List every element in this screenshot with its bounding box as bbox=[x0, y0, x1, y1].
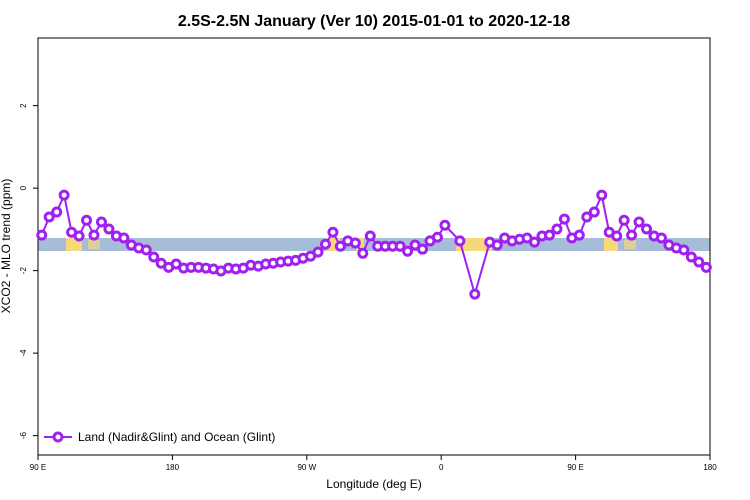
point bbox=[633, 216, 645, 228]
land-patch bbox=[604, 238, 618, 251]
land-patch bbox=[624, 240, 636, 249]
x-axis-label: Longitude (deg E) bbox=[326, 477, 421, 491]
point bbox=[417, 243, 429, 255]
point bbox=[312, 246, 324, 258]
point bbox=[558, 213, 570, 225]
point bbox=[334, 240, 346, 252]
point bbox=[319, 238, 331, 250]
x-tick-label: 90 W bbox=[297, 463, 316, 472]
point bbox=[581, 211, 593, 223]
point bbox=[439, 219, 451, 231]
y-tick-label: -4 bbox=[19, 349, 28, 357]
point bbox=[103, 223, 115, 235]
point bbox=[693, 256, 705, 268]
point bbox=[626, 229, 638, 241]
plot-frame bbox=[37, 37, 711, 456]
point bbox=[543, 229, 555, 241]
chart-title: 2.5S-2.5N January (Ver 10) 2015-01-01 to… bbox=[178, 13, 570, 30]
point bbox=[349, 237, 361, 249]
y-tick-label: -2 bbox=[19, 267, 28, 275]
point bbox=[118, 232, 130, 244]
point bbox=[491, 239, 503, 251]
point bbox=[685, 251, 697, 263]
y-tick-label: 0 bbox=[19, 185, 28, 190]
point bbox=[364, 230, 376, 242]
point bbox=[588, 206, 600, 218]
point bbox=[95, 216, 107, 228]
x-tick-label: 90 E bbox=[30, 463, 46, 472]
point bbox=[394, 240, 406, 252]
point bbox=[573, 229, 585, 241]
y-axis-label: XCO2 - MLO trend (ppm) bbox=[0, 179, 13, 314]
point bbox=[148, 251, 160, 263]
x-tick-label: 180 bbox=[703, 463, 717, 472]
point bbox=[327, 226, 339, 238]
x-tick-label: 180 bbox=[166, 463, 180, 472]
point bbox=[678, 244, 690, 256]
point bbox=[700, 261, 712, 273]
point bbox=[618, 214, 630, 226]
point bbox=[73, 230, 85, 242]
point bbox=[611, 230, 623, 242]
point bbox=[402, 245, 414, 257]
land-patch bbox=[88, 240, 100, 249]
point bbox=[88, 229, 100, 241]
point bbox=[140, 244, 152, 256]
point bbox=[51, 206, 63, 218]
point bbox=[357, 247, 369, 259]
point bbox=[431, 231, 443, 243]
x-tick-label: 90 E bbox=[567, 463, 583, 472]
point bbox=[58, 189, 70, 201]
point bbox=[81, 214, 93, 226]
y-tick-label: -6 bbox=[19, 432, 28, 440]
point bbox=[596, 189, 608, 201]
point bbox=[454, 235, 466, 247]
legend-marker bbox=[52, 431, 64, 443]
point bbox=[36, 229, 48, 241]
legend-label: Land (Nadir&Glint) and Ocean (Glint) bbox=[78, 430, 275, 444]
point bbox=[469, 288, 481, 300]
point bbox=[43, 211, 55, 223]
x-tick-label: 0 bbox=[439, 463, 444, 472]
y-tick-label: 2 bbox=[19, 103, 28, 108]
point bbox=[641, 223, 653, 235]
point bbox=[551, 223, 563, 235]
point bbox=[529, 236, 541, 248]
point bbox=[655, 232, 667, 244]
